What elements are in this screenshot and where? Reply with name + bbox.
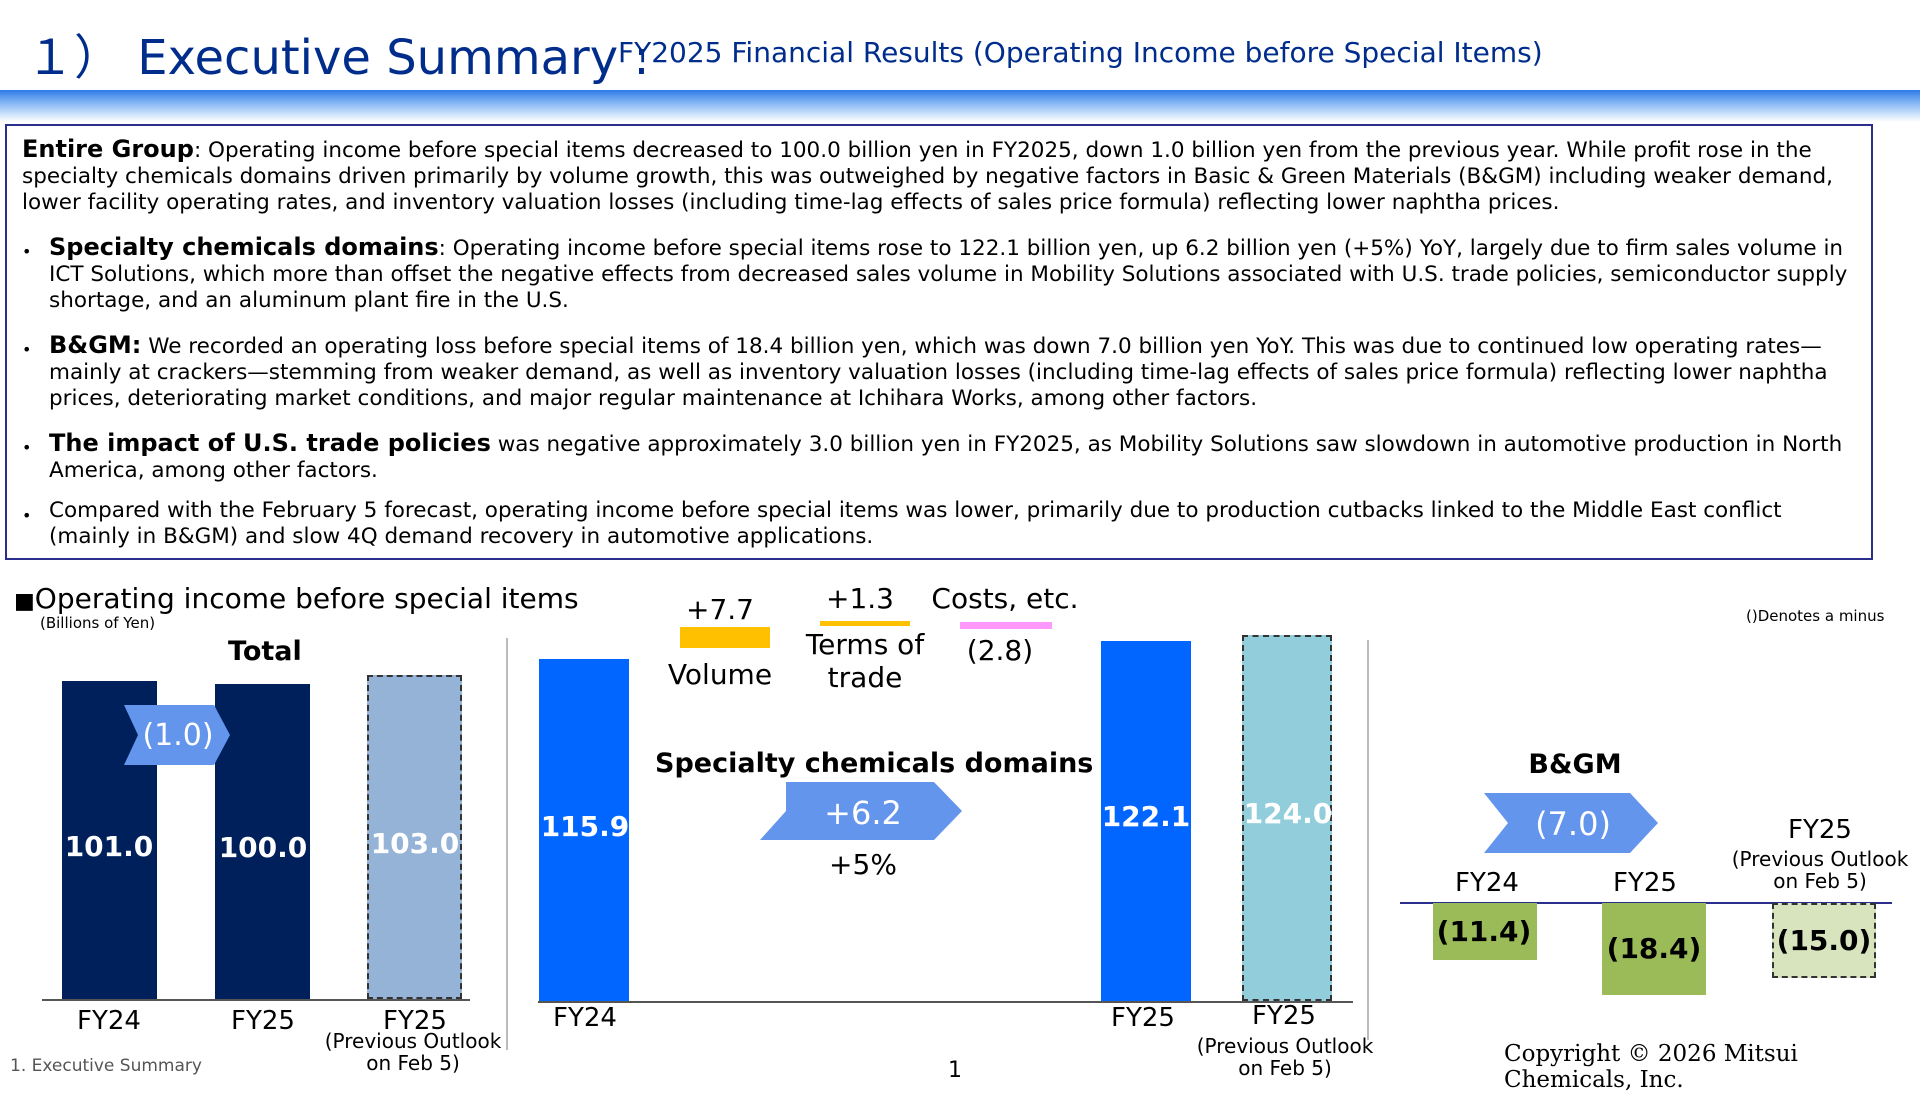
total-label-fy25-outlook: 103.0 — [370, 827, 460, 860]
total-bar-fy25 — [215, 684, 310, 999]
factor-terms-value: +1.3 — [826, 582, 894, 615]
bgm-label-fy24: (11.4) — [1436, 915, 1532, 948]
header-band — [0, 90, 1920, 122]
bgm-label-fy25: (18.4) — [1606, 932, 1702, 965]
factor-volume-value: +7.7 — [686, 593, 754, 626]
copyright: Copyright © 2026 Mitsui Chemicals, Inc. — [1504, 1041, 1798, 1093]
specialty-outlook-note: (Previous Outlook on Feb 5) — [1196, 1034, 1374, 1080]
bgm-bar-fy25-outlook — [1772, 903, 1876, 978]
total-change-arrow — [124, 705, 230, 765]
factor-volume-name: Volume — [667, 658, 773, 691]
summary-bullet-3: The impact of U.S. trade policies was ne… — [49, 430, 1859, 484]
specialty-bar-fy24 — [539, 659, 629, 1001]
chart-unit: (Billions of Yen) — [40, 614, 156, 632]
total-bar-fy25-outlook — [367, 674, 462, 999]
total-baseline — [42, 999, 470, 1001]
bullet-3-text: was negative approximately 3.0 billion y… — [49, 432, 1843, 483]
specialty-chart-title: Specialty chemicals domains — [655, 748, 1094, 779]
specialty-bar-fy25-outlook — [1242, 635, 1332, 1001]
bgm-cat-fy25-outlook: FY25 — [1788, 815, 1852, 845]
total-chart-title: Total — [228, 636, 302, 667]
bgm-cat-fy25: FY25 — [1613, 868, 1677, 898]
specialty-bar-fy25 — [1101, 640, 1191, 1001]
total-cat-fy24: FY24 — [77, 1006, 141, 1036]
bgm-chart-title: B&GM — [1528, 749, 1622, 780]
bullet-2-bold: B&GM: — [49, 331, 142, 359]
bgm-outlook-note: (Previous Outlook on Feb 5) — [1731, 847, 1909, 893]
total-label-fy25: 100.0 — [218, 831, 308, 864]
factor-terms-name: Terms of trade — [805, 628, 925, 694]
total-cat-fy25: FY25 — [231, 1006, 295, 1036]
footer-section-label: 1. Executive Summary — [10, 1056, 202, 1076]
bgm-bar-fy25 — [1602, 903, 1706, 995]
bullet-marker: • — [22, 242, 32, 261]
page-subtitle: FY2025 Financial Results (Operating Inco… — [618, 36, 1543, 69]
specialty-change-label: +6.2 — [824, 794, 902, 832]
factor-costs-value: (2.8) — [966, 634, 1034, 667]
bgm-bar-fy24 — [1433, 903, 1537, 960]
bullet-4-text: Compared with the February 5 forecast, o… — [49, 498, 1782, 549]
total-label-fy24: 101.0 — [64, 830, 154, 863]
square-icon: ■ — [14, 589, 35, 614]
summary-bullet-4: Compared with the February 5 forecast, o… — [49, 498, 1859, 550]
specialty-cat-fy25: FY25 — [1111, 1003, 1175, 1033]
chart-section-title-text: Operating income before special items — [34, 582, 579, 615]
specialty-baseline — [538, 1001, 1353, 1003]
total-outlook-note: (Previous Outlook on Feb 5) — [324, 1029, 502, 1075]
summary-bullet-1: Specialty chemicals domains: Operating i… — [49, 234, 1859, 314]
factor-terms-swatch — [820, 621, 910, 626]
summary-bullet-2: B&GM: We recorded an operating loss befo… — [49, 332, 1859, 412]
factor-costs-swatch — [960, 622, 1052, 629]
factor-volume-swatch — [680, 627, 770, 648]
total-cat-fy25-outlook: FY25 — [383, 1006, 447, 1036]
page-title: １） Executive Summary : — [26, 30, 650, 86]
chart-section-title: ■Operating income before special items — [14, 582, 579, 615]
bullet-1-bold: Specialty chemicals domains — [49, 233, 439, 261]
summary-box: Entire Group: Operating income before sp… — [5, 124, 1873, 560]
bullet-marker: • — [22, 506, 32, 525]
bullet-marker: • — [22, 340, 32, 359]
minus-note: ()Denotes a minus — [1746, 607, 1885, 625]
bgm-change-arrow — [1484, 793, 1658, 853]
bgm-label-fy25-outlook: (15.0) — [1776, 924, 1872, 957]
bgm-cat-fy24: FY24 — [1455, 868, 1519, 898]
specialty-label-fy24: 115.9 — [540, 810, 630, 843]
specialty-label-fy25: 122.1 — [1101, 800, 1191, 833]
specialty-change-arrow — [760, 782, 962, 840]
summary-lead-bold: Entire Group — [22, 135, 194, 163]
bullet-marker: • — [22, 438, 32, 457]
bullet-2-text: We recorded an operating loss before spe… — [49, 334, 1828, 411]
bullet-3-bold: The impact of U.S. trade policies — [49, 429, 491, 457]
summary-lead: Entire Group: Operating income before sp… — [22, 136, 1859, 216]
bgm-change-label: (7.0) — [1535, 805, 1611, 843]
specialty-change-pct: +5% — [829, 848, 897, 881]
bullet-1-text: : Operating income before special items … — [49, 236, 1848, 313]
chart-separator — [1367, 640, 1369, 1040]
specialty-cat-fy25-outlook: FY25 — [1252, 1001, 1316, 1031]
specialty-cat-fy24: FY24 — [553, 1003, 617, 1033]
chart-separator — [506, 638, 508, 1050]
specialty-label-fy25-outlook: 124.0 — [1243, 797, 1333, 830]
total-change-label: (1.0) — [142, 718, 214, 753]
summary-lead-text: : Operating income before special items … — [22, 138, 1833, 215]
factor-costs-name: Costs, etc. — [931, 582, 1079, 615]
page-number: 1 — [948, 1058, 962, 1083]
